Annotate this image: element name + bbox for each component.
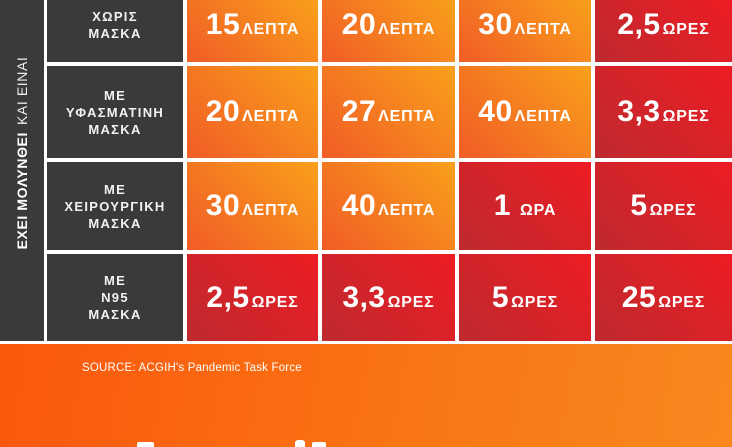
time-cell: 20 ΛΕΠΤΑ: [322, 0, 455, 62]
time-cell: 30 ΛΕΠΤΑ: [459, 0, 591, 62]
time-value: 5: [630, 189, 648, 222]
row-label: ΧΩΡΙΣ ΜΑΣΚΑ: [47, 0, 183, 62]
row-label-line: ΜΑΣΚΑ: [88, 215, 142, 231]
time-unit: ΩΡΕΣ: [662, 108, 710, 125]
time-unit: ΩΡΕΣ: [649, 202, 697, 219]
time-value: 5: [491, 280, 510, 314]
row-label-line: ΥΦΑΣΜΑΤΙΝΗ: [65, 104, 165, 120]
time-value: 3,3: [342, 280, 386, 314]
row-label-line: ΜΕ: [103, 87, 127, 103]
time-unit: ΛΕΠΤΑ: [242, 21, 300, 38]
footer: SOURCE: ACGIH's Pandemic Task Force: [0, 344, 732, 447]
time-cell: 5 ΩΡΕΣ: [459, 254, 591, 341]
time-unit: ΛΕΠΤΑ: [514, 21, 572, 38]
time-value: 40: [341, 189, 377, 222]
cutoff-text-fragment: [137, 442, 154, 447]
row-label-line: ΧΕΙΡΟΥΡΓΙΚΗ: [64, 198, 166, 214]
time-value: 2,5: [617, 8, 661, 41]
exposure-time-table: ΧΩΡΙΣ ΜΑΣΚΑ 15 ΛΕΠΤΑ 20 ΛΕΠΤΑ 30 ΛΕΠΤΑ 2,5 ΩΡΕΣ ΜΕ…: [47, 0, 732, 341]
time-unit: ΩΡΕΣ: [658, 293, 706, 311]
row-label-line: ΜΕ: [103, 181, 127, 197]
time-value: 20: [341, 8, 377, 41]
row-label: ΜΕ ΥΦΑΣΜΑΤΙΝΗ ΜΑΣΚΑ: [47, 66, 183, 158]
time-unit: ΩΡΕΣ: [387, 293, 435, 311]
time-cell: 30 ΛΕΠΤΑ: [187, 162, 318, 250]
time-unit: ΛΕΠΤΑ: [378, 202, 436, 219]
time-cell: 2,5 ΩΡΕΣ: [187, 254, 318, 341]
time-value: 3,3: [617, 95, 661, 128]
time-cell: 25 ΩΡΕΣ: [595, 254, 732, 341]
sidebar-label-bold: ΕΧΕΙ ΜΟΛΥΝΘΕΙ: [14, 132, 30, 250]
time-cell: 20 ΛΕΠΤΑ: [187, 66, 318, 158]
time-value: 15: [205, 8, 241, 41]
time-cell: 2,5 ΩΡΕΣ: [595, 0, 732, 62]
time-cell: 1 ΩΡΑ: [459, 162, 591, 250]
time-unit: ΛΕΠΤΑ: [378, 21, 436, 38]
row-label: ΜΕ ΧΕΙΡΟΥΡΓΙΚΗ ΜΑΣΚΑ: [47, 162, 183, 250]
cutoff-text-fragment: [295, 440, 305, 447]
time-unit: ΛΕΠΤΑ: [514, 108, 572, 125]
time-cell: 5 ΩΡΕΣ: [595, 162, 732, 250]
time-cell: 40 ΛΕΠΤΑ: [459, 66, 591, 158]
time-value: 30: [205, 189, 241, 222]
time-unit: ΩΡΑ: [519, 202, 557, 219]
time-unit: ΩΡΕΣ: [662, 21, 710, 38]
source-text: SOURCE: ACGIH's Pandemic Task Force: [82, 362, 302, 374]
row-label-line: ΜΑΣΚΑ: [88, 307, 142, 322]
time-cell: 3,3 ΩΡΕΣ: [595, 66, 732, 158]
sidebar-label-regular: ΚΑΙ ΕΙΝΑΙ: [14, 56, 30, 126]
time-cell: 3,3 ΩΡΕΣ: [322, 254, 455, 341]
time-unit: ΛΕΠΤΑ: [242, 108, 300, 125]
sidebar: ΕΧΕΙ ΜΟΛΥΝΘΕΙ ΚΑΙ ΕΙΝΑΙ: [0, 0, 44, 341]
row-label-line: ΜΑΣΚΑ: [88, 26, 142, 41]
time-value: 1: [493, 189, 511, 222]
row-label-line: ΧΩΡΙΣ: [92, 9, 138, 24]
time-unit: ΛΕΠΤΑ: [378, 108, 436, 125]
time-value: 20: [205, 95, 241, 128]
time-value: 27: [341, 95, 377, 128]
time-unit: ΩΡΕΣ: [251, 293, 299, 311]
time-unit: ΩΡΕΣ: [511, 293, 559, 311]
row-label-line: ΜΕ: [103, 273, 127, 288]
time-unit: ΛΕΠΤΑ: [242, 202, 300, 219]
time-cell: 40 ΛΕΠΤΑ: [322, 162, 455, 250]
time-value: 2,5: [206, 280, 250, 314]
sidebar-vertical-label: ΕΧΕΙ ΜΟΛΥΝΘΕΙ ΚΑΙ ΕΙΝΑΙ: [14, 57, 30, 250]
time-cell: 27 ΛΕΠΤΑ: [322, 66, 455, 158]
time-value: 30: [478, 8, 513, 41]
row-label-line: N95: [101, 290, 129, 305]
cutoff-text-fragment: [312, 442, 326, 447]
time-value: 40: [478, 95, 513, 128]
time-value: 25: [621, 280, 657, 314]
row-label-line: ΜΑΣΚΑ: [88, 121, 142, 137]
time-cell: 15 ΛΕΠΤΑ: [187, 0, 318, 62]
row-label: ΜΕ N95 ΜΑΣΚΑ: [47, 254, 183, 341]
